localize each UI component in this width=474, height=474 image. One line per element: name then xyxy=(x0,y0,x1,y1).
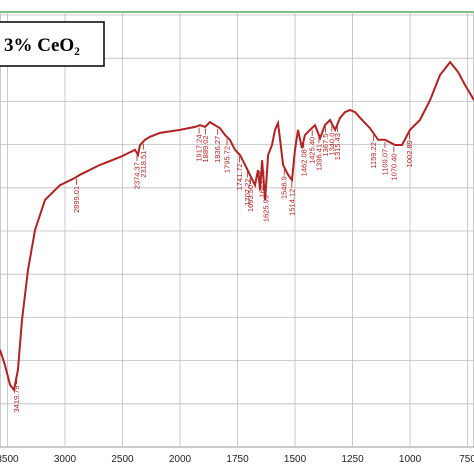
peak-label: 1917.24 xyxy=(195,135,204,162)
peak-label: 1396.41 xyxy=(314,144,323,171)
peak-label: 1462.08 xyxy=(299,149,308,176)
peak-label: 1693.50 xyxy=(246,185,255,212)
peak-label: 1340.0 xyxy=(327,133,336,156)
peak-label: 1795.72 xyxy=(223,146,232,173)
peak-label: 1707.22 xyxy=(243,179,252,206)
x-tick-label: 1000 xyxy=(399,454,422,465)
x-tick-label: 3000 xyxy=(54,454,77,465)
peak-label: 1889.02 xyxy=(201,135,210,162)
x-tick-label: 1750 xyxy=(226,454,249,465)
plot-frame xyxy=(0,11,474,448)
peak-label: 1546.9 xyxy=(280,176,289,199)
legend-label: 3% CeO₂ xyxy=(4,35,80,56)
peak-label: 3419.79 xyxy=(12,385,21,412)
peak-label: 1425.40 xyxy=(308,137,317,164)
peak-label: 1625.99 xyxy=(262,195,271,222)
peak-label: 1315.43 xyxy=(333,133,342,160)
x-tick-label: 1500 xyxy=(284,454,307,465)
x-tick-label: 2000 xyxy=(169,454,192,465)
legend-box xyxy=(0,21,105,67)
peak-label: 1836.27 xyxy=(213,136,222,163)
peak-label: 1367.5 xyxy=(321,134,330,157)
peak-label: 2374.37 xyxy=(132,162,141,189)
peak-label: 2899.01 xyxy=(72,186,81,213)
peak-label: 1109.07 xyxy=(381,149,390,176)
peak-label: 1741.72 xyxy=(235,163,244,190)
peak-label: 1070.40 xyxy=(389,153,398,180)
x-tick-label: 750 xyxy=(459,454,474,465)
x-tick-label: 2500 xyxy=(111,454,134,465)
grid xyxy=(0,12,474,447)
x-tick-label: 1250 xyxy=(341,454,364,465)
peak-label: 1002.89 xyxy=(405,140,414,167)
peak-label: 1643.35 xyxy=(258,170,267,197)
x-tick-label: 3500 xyxy=(0,454,19,465)
peak-label: 1514.12 xyxy=(287,189,296,216)
spectrum-line xyxy=(0,60,474,393)
peak-label: 2318.51 xyxy=(139,151,148,178)
peak-label: 1159.22 xyxy=(369,142,378,169)
